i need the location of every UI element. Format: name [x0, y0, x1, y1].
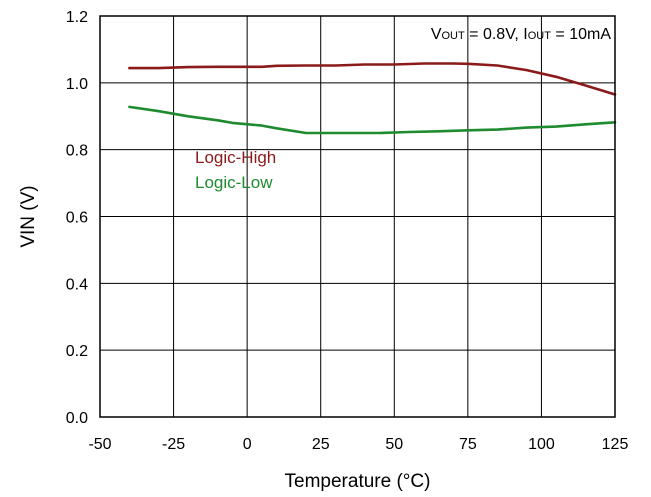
legend: Logic-High Logic-Low	[195, 148, 276, 192]
x-tick-label: 25	[312, 436, 330, 453]
annotation-subscript: OUT	[528, 30, 552, 42]
y-tick-label: 0.6	[66, 210, 88, 227]
x-tick-label: 0	[243, 436, 252, 453]
y-tick-labels: 0.0 0.2 0.4 0.6 0.8 1.0 1.2	[66, 9, 88, 427]
y-tick-label: 1.2	[66, 9, 88, 26]
grid	[100, 16, 615, 417]
x-tick-label: 125	[602, 436, 629, 453]
series-line-logic-high	[128, 62, 617, 96]
plot-frame	[99, 15, 616, 418]
x-tick-label: -50	[88, 436, 111, 453]
annotation-text: = 10mA	[551, 26, 611, 43]
y-axis-title: VIN (V)	[18, 185, 39, 247]
annotation-subscript: OUT	[441, 30, 465, 42]
y-tick-label: 0.0	[66, 410, 88, 427]
annotation-text: V	[431, 26, 442, 43]
x-tick-label: 75	[459, 436, 477, 453]
x-tick-label: 50	[385, 436, 403, 453]
y-tick-label: 0.4	[66, 276, 88, 293]
x-tick-label: 100	[528, 436, 555, 453]
y-tick-label: 0.8	[66, 143, 88, 160]
y-tick-label: 1.0	[66, 76, 88, 93]
x-tick-label: -25	[162, 436, 185, 453]
legend-label-logic-high: Logic-High	[195, 148, 276, 167]
y-tick-label: 0.2	[66, 343, 88, 360]
condition-annotation: VOUT = 0.8V, IOUT = 10mA	[431, 26, 612, 43]
x-tick-labels: -50 -25 0 25 50 75 100 125	[88, 436, 628, 453]
series-group	[128, 62, 617, 135]
annotation-text: = 0.8V, I	[465, 26, 528, 43]
series-line-logic-low	[128, 105, 617, 135]
legend-label-logic-low: Logic-Low	[195, 173, 273, 192]
x-axis-title: Temperature (°C)	[285, 471, 431, 492]
